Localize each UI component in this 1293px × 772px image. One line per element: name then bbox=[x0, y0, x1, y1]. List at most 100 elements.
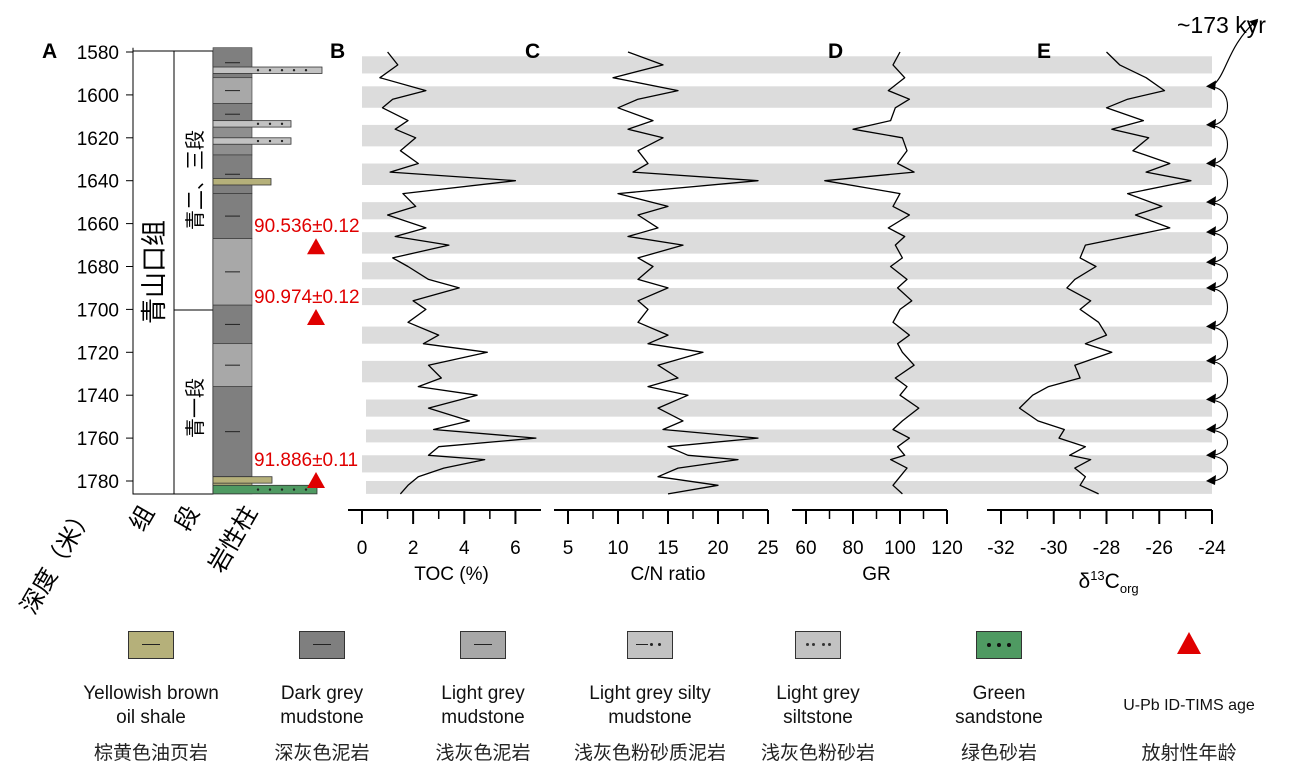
cycle-arrowhead bbox=[1206, 256, 1216, 267]
gray-band bbox=[362, 455, 1212, 473]
legend-label-cn-3: 浅灰色粉砂质泥岩 bbox=[573, 742, 726, 764]
panel-label-B: B bbox=[330, 40, 345, 63]
legend-swatch-1 bbox=[299, 631, 345, 659]
legend-label-line: sandstone bbox=[955, 707, 1043, 728]
legend-label-0: Yellowish brown oil shale bbox=[51, 682, 251, 730]
swatch-line bbox=[313, 644, 331, 645]
legend-label-4: Light grey siltstone bbox=[718, 682, 918, 730]
legend-swatch-2 bbox=[460, 631, 506, 659]
series-line-B bbox=[379, 51, 537, 495]
depth-tick-label: 1780 bbox=[77, 472, 119, 493]
x-tick-label: 4 bbox=[459, 538, 470, 559]
header-lithology: 岩性柱 bbox=[203, 501, 263, 577]
depth-tick-label: 1580 bbox=[77, 43, 119, 64]
cycle-arc bbox=[1213, 361, 1228, 401]
x-tick-label: 10 bbox=[607, 538, 628, 559]
age-label: 91.886±0.11 bbox=[254, 450, 358, 471]
cycle-arrowhead bbox=[1206, 226, 1216, 237]
cycle-arrows bbox=[1206, 18, 1259, 485]
series-line-E bbox=[1018, 51, 1192, 495]
cycle-arrowhead bbox=[1206, 320, 1216, 331]
legend-label-line: oil shale bbox=[116, 707, 186, 728]
legend-swatch-5 bbox=[976, 631, 1022, 659]
gray-band bbox=[362, 202, 1212, 220]
x-axis-title-B: TOC (%) bbox=[414, 564, 489, 585]
gray-band bbox=[362, 360, 1212, 383]
lithology-protrusion bbox=[212, 476, 273, 484]
age-label: 90.974±0.12 bbox=[254, 287, 360, 308]
series-line-D bbox=[824, 51, 920, 495]
swatch-dot bbox=[987, 643, 991, 647]
lithology-protrusion bbox=[212, 66, 323, 74]
lithology-protrusion bbox=[212, 178, 272, 186]
gray-band bbox=[362, 56, 1212, 74]
legend-label-cn-6: 放射性年龄 bbox=[1141, 742, 1237, 764]
lithology-dot bbox=[268, 69, 272, 72]
age-label: 90.536±0.12 bbox=[254, 216, 360, 237]
lithology-dot bbox=[268, 488, 272, 491]
legend-label-line: U-Pb ID-TIMS age bbox=[1123, 697, 1255, 714]
x-tick-label: 2 bbox=[408, 538, 419, 559]
legend-label-line: Yellowish brown bbox=[83, 683, 219, 704]
lithology-layer bbox=[212, 77, 253, 104]
gray-band bbox=[362, 163, 1212, 185]
x-tick-label: 60 bbox=[795, 538, 816, 559]
cycle-arrowhead bbox=[1206, 449, 1216, 460]
cycle-arrowhead bbox=[1206, 196, 1216, 207]
legend-label-line: mudstone bbox=[441, 707, 525, 728]
member-upper-name: 青二、三段 bbox=[183, 130, 207, 230]
x-tick-label: 25 bbox=[757, 538, 778, 559]
depth-tick-label: 1620 bbox=[77, 129, 119, 150]
legend-label-line: Light grey silty bbox=[589, 683, 711, 704]
depth-tick-label: 1740 bbox=[77, 386, 119, 407]
legend-label-cn-1: 深灰色泥岩 bbox=[274, 742, 370, 764]
x-tick-label: 6 bbox=[510, 538, 521, 559]
bottom-axes: 0 2 4 6 TOC (%) 5 10 15 20 25 C/N ratio 60 80 100 120 G… bbox=[348, 509, 1226, 596]
depth-tick-label: 1720 bbox=[77, 343, 119, 364]
swatch-dot bbox=[658, 643, 661, 646]
lithology-dot bbox=[256, 139, 260, 143]
x-tick-label: 5 bbox=[563, 538, 574, 559]
cycle-arrow bbox=[1211, 18, 1259, 87]
cycle-arc bbox=[1213, 125, 1228, 165]
depth-tick-label: 1760 bbox=[77, 429, 119, 450]
cycle-arrowhead bbox=[1206, 393, 1216, 404]
legend-label-6: U-Pb ID-TIMS age bbox=[1089, 694, 1289, 718]
x-tick-label: 20 bbox=[707, 538, 728, 559]
swatch-dot bbox=[812, 643, 815, 646]
gray-band bbox=[362, 326, 1212, 344]
legend-label-line: siltstone bbox=[783, 707, 853, 728]
lithology-dot bbox=[292, 69, 296, 72]
lithology-dot bbox=[304, 69, 308, 72]
lithology-dot bbox=[268, 139, 272, 143]
depth-axis: 1580 1600 1620 1640 1660 1680 1700 1720 1740 1760… bbox=[77, 43, 134, 494]
legend-label-line: Light grey bbox=[441, 683, 525, 704]
swatch-dot bbox=[828, 643, 831, 646]
gray-band bbox=[362, 287, 1212, 306]
lithology-column bbox=[212, 47, 323, 495]
cycle-arrowhead bbox=[1206, 281, 1216, 292]
lithology-dot bbox=[280, 122, 284, 126]
lithology-dot bbox=[256, 122, 260, 126]
lithology-dot bbox=[280, 69, 284, 72]
swatch-dot bbox=[806, 643, 809, 646]
gray-band bbox=[362, 232, 1212, 254]
cycle-arrowhead bbox=[1206, 354, 1216, 365]
depth-tick-label: 1700 bbox=[77, 300, 119, 321]
x-tick-label: -32 bbox=[987, 538, 1014, 559]
header-formation: 组 bbox=[124, 501, 160, 536]
depth-tick-label: 1660 bbox=[77, 215, 119, 236]
legend-swatch-6 bbox=[1177, 632, 1201, 654]
x-tick-label: -26 bbox=[1146, 538, 1173, 559]
x-axis-title-D: GR bbox=[862, 564, 891, 585]
legend-label-line: mudstone bbox=[280, 707, 364, 728]
lithology-protrusion bbox=[212, 120, 292, 128]
x-tick-label: 100 bbox=[884, 538, 916, 559]
cycle-arrowhead bbox=[1206, 423, 1216, 434]
x-axis-title-E: δ13Corg bbox=[1079, 568, 1139, 596]
cycle-arc bbox=[1213, 262, 1229, 289]
header-member: 段 bbox=[169, 501, 205, 536]
swatch-dot bbox=[822, 643, 825, 646]
legend-label-cn-4: 浅灰色粉砂岩 bbox=[760, 742, 875, 764]
